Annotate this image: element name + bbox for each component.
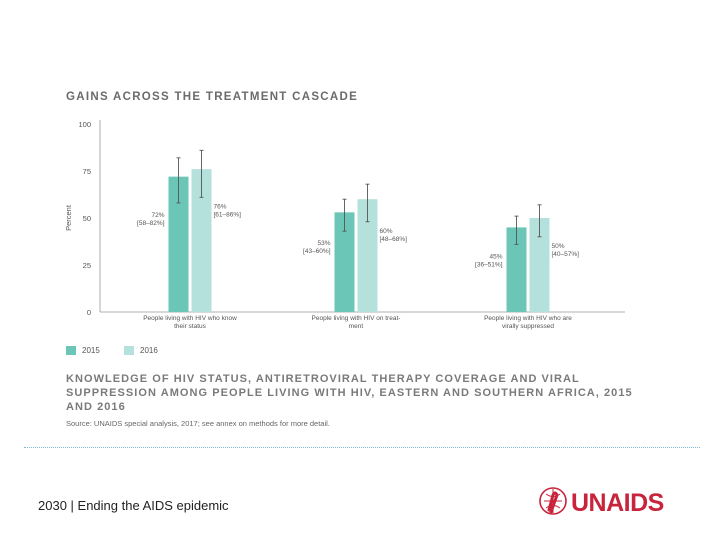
logo-text: UNAIDS [571, 489, 664, 517]
y-tick-label: 25 [83, 261, 91, 270]
data-range-2015-1: [58–82%] [137, 220, 165, 227]
y-axis-label: Percent [64, 204, 73, 231]
dotted-divider [24, 447, 700, 448]
unaids-logo[interactable]: UNAIDS [538, 486, 664, 521]
chart-title: GAINS ACROSS THE TREATMENT CASCADE [66, 91, 359, 103]
legend-item-2016: 2016 [124, 346, 158, 355]
source-note: Source: UNAIDS special analysis, 2017; s… [66, 419, 330, 428]
y-tick-label: 75 [83, 167, 91, 176]
data-range-2016-1: [61–86%] [214, 211, 242, 218]
x-category-label-2: People living with HIV on treat- [312, 315, 401, 322]
y-tick-label: 50 [83, 214, 91, 223]
y-tick-label: 100 [78, 120, 91, 129]
bar-2016-1 [191, 169, 212, 312]
data-label-2015-3: 45% [489, 253, 502, 260]
legend-swatch-2015 [66, 346, 76, 355]
bar-chart: 0 25 50 75 100 Percent 72%[58–82%] 53%[43–60%] 4… [64, 120, 625, 330]
data-range-2015-3: [36–51%] [475, 261, 503, 268]
data-label-2016-1: 76% [214, 203, 227, 210]
data-label-2016-3: 50% [552, 243, 565, 250]
legend-swatch-2016 [124, 346, 134, 355]
data-range-2016-2: [48–68%] [380, 236, 408, 243]
bar-2015-2 [334, 212, 355, 312]
x-category-label-1: People living with HIV who know [143, 315, 237, 322]
x-category-label-3: virally suppressed [502, 323, 554, 330]
bar-2015-1 [168, 176, 189, 312]
data-label-2015-1: 72% [151, 212, 164, 219]
footer-text: 2030 | Ending the AIDS epidemic [38, 498, 229, 513]
legend-item-2015: 2015 [66, 346, 100, 355]
legend-label-2016: 2016 [140, 346, 158, 355]
y-tick-label: 0 [87, 308, 91, 317]
x-category-label-3: People living with HIV who are [484, 315, 572, 322]
red-ribbon-globe-icon [538, 486, 568, 521]
data-label-2015-2: 53% [317, 240, 330, 247]
x-category-label-2: ment [349, 323, 364, 330]
data-range-2015-2: [43–60%] [303, 248, 331, 255]
bar-2016-3 [529, 218, 550, 312]
legend-label-2015: 2015 [82, 346, 100, 355]
bar-2016-2 [357, 199, 378, 312]
x-category-label-1: their status [174, 323, 207, 330]
data-label-2016-2: 60% [380, 228, 393, 235]
figure-caption: KNOWLEDGE OF HIV STATUS, ANTIRETROVIRAL … [66, 373, 633, 413]
bar-2015-3 [506, 227, 527, 312]
data-range-2016-3: [40–57%] [552, 251, 580, 258]
